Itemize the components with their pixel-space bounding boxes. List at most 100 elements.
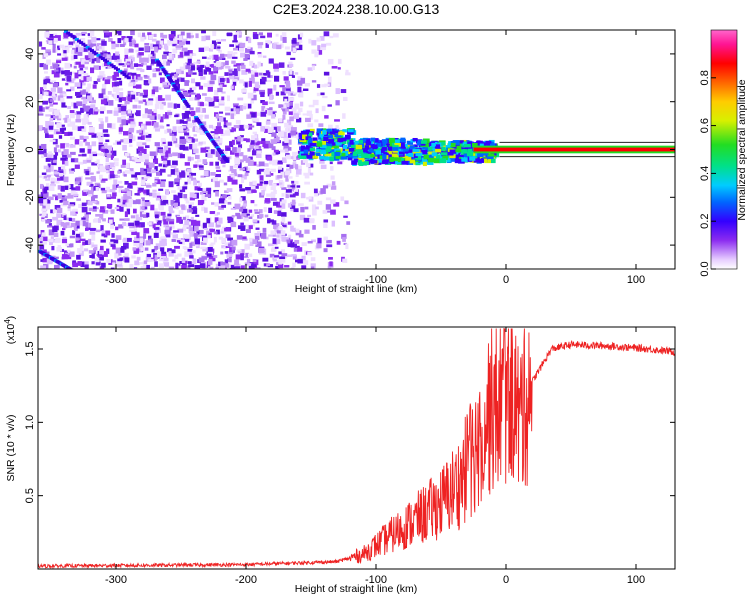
noise-cell: [149, 34, 153, 40]
signal-band-cell: [399, 138, 406, 144]
noise-cell: [121, 97, 127, 101]
noise-cell: [280, 249, 286, 253]
noise-cell: [49, 81, 53, 85]
noise-cell: [291, 180, 295, 184]
noise-cell: [82, 159, 87, 164]
noise-cell: [303, 217, 310, 223]
noise-cell: [289, 164, 294, 169]
noise-cell: [213, 105, 220, 108]
signal-band-cell: [368, 148, 373, 153]
noise-cell: [331, 66, 338, 69]
noise-cell: [120, 106, 127, 112]
signal-band-cell: [393, 153, 399, 158]
noise-cell: [194, 161, 199, 164]
noise-cell: [274, 255, 280, 258]
noise-cell: [110, 209, 115, 214]
noise-cell: [183, 238, 190, 242]
noise-cell: [239, 159, 244, 163]
noise-cell: [276, 234, 280, 238]
noise-cell: [83, 248, 89, 252]
noise-cell: [100, 187, 106, 191]
noise-cell: [311, 204, 317, 211]
noise-cell: [140, 247, 146, 252]
noise-cell: [263, 108, 268, 112]
noise-cell: [213, 236, 217, 243]
noise-cell: [262, 55, 267, 58]
diagonal-feature-cell: [220, 152, 224, 156]
noise-cell: [270, 139, 275, 144]
noise-cell: [99, 245, 104, 251]
noise-cell: [326, 183, 332, 188]
noise-cell: [218, 179, 224, 183]
noise-cell: [196, 60, 201, 64]
noise-cell: [143, 233, 147, 239]
noise-cell: [148, 192, 154, 197]
signal-band-cell: [428, 151, 435, 155]
noise-cell: [257, 42, 263, 46]
noise-cell: [208, 124, 214, 129]
noise-cell: [227, 201, 232, 205]
diagonal-feature-cell: [215, 146, 220, 150]
noise-cell: [163, 262, 170, 267]
noise-cell: [327, 104, 332, 107]
noise-cell: [145, 133, 152, 138]
noise-cell: [241, 208, 248, 214]
noise-cell: [138, 52, 144, 56]
noise-cell: [196, 67, 202, 71]
noise-cell: [52, 216, 59, 221]
noise-cell: [282, 70, 286, 75]
noise-cell: [193, 62, 199, 65]
signal-band-cell: [441, 146, 446, 152]
noise-cell: [240, 249, 245, 256]
noise-cell: [51, 70, 56, 75]
signal-band-cell: [394, 139, 400, 145]
diagonal-feature-cell: [201, 126, 206, 130]
noise-cell: [50, 184, 56, 187]
noise-cell: [177, 192, 183, 199]
noise-cell: [81, 118, 86, 122]
signal-band-cell: [435, 148, 442, 153]
noise-cell: [189, 250, 194, 257]
noise-cell: [92, 219, 97, 223]
signal-band-cell: [338, 131, 345, 136]
noise-cell: [260, 92, 265, 98]
diagonal-feature-cell: [159, 65, 164, 69]
noise-cell: [158, 170, 163, 176]
noise-cell: [179, 41, 185, 46]
signal-band-cell: [306, 146, 312, 151]
noise-cell: [64, 160, 69, 166]
noise-cell: [54, 35, 61, 41]
noise-cell: [45, 157, 51, 162]
noise-cell: [53, 264, 60, 269]
noise-cell: [252, 239, 258, 245]
signal-band-cell: [472, 143, 478, 147]
signal-band-cell: [385, 143, 393, 148]
noise-cell: [288, 61, 293, 65]
noise-cell: [219, 63, 223, 68]
noise-cell: [342, 258, 348, 263]
noise-cell: [143, 162, 150, 166]
noise-cell: [101, 190, 107, 194]
diagonal-feature-cell: [210, 138, 215, 142]
noise-cell: [187, 58, 192, 64]
noise-cell: [63, 149, 69, 155]
noise-cell: [198, 141, 203, 145]
noise-cell: [53, 33, 58, 36]
noise-cell: [76, 101, 83, 107]
noise-cell: [208, 55, 213, 59]
noise-cell: [121, 204, 127, 207]
noise-cell: [268, 207, 273, 214]
noise-cell: [63, 223, 68, 229]
noise-cell: [252, 34, 259, 40]
signal-band-cell: [438, 142, 444, 147]
noise-cell: [98, 141, 103, 145]
noise-cell: [149, 151, 156, 156]
noise-cell: [237, 251, 242, 254]
noise-cell: [45, 219, 51, 224]
noise-cell: [180, 77, 185, 82]
noise-cell: [267, 218, 271, 224]
noise-cell: [177, 253, 182, 257]
noise-cell: [67, 131, 73, 136]
noise-cell: [47, 224, 53, 228]
noise-cell: [260, 75, 265, 79]
